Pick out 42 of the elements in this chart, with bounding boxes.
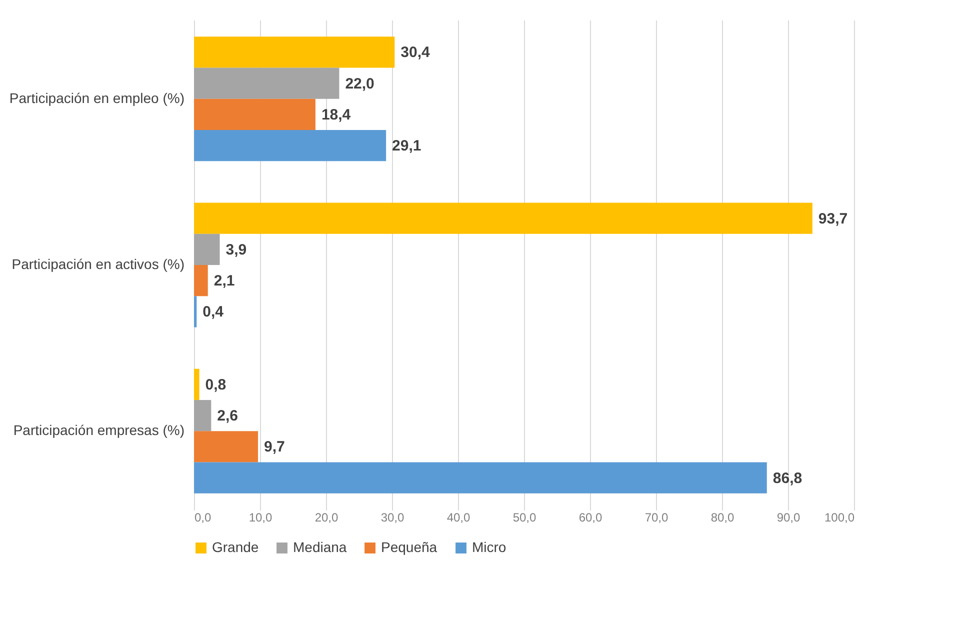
data-label: 29,1: [392, 138, 422, 155]
x-tick-label: 10,0: [248, 510, 272, 524]
data-label: 22,0: [345, 75, 374, 92]
bar: [194, 400, 212, 432]
legend-label: Pequeña: [381, 539, 438, 555]
legend-label: Micro: [472, 539, 506, 555]
bar: [194, 130, 386, 162]
legend-label: Mediana: [293, 539, 347, 555]
x-tick-label: 20,0: [314, 510, 338, 524]
bar: [194, 234, 220, 265]
legend-label: Grande: [212, 539, 259, 555]
bar: [194, 462, 767, 494]
x-tick-label: 100,0: [824, 510, 855, 524]
x-tick-label: 90,0: [776, 510, 800, 524]
bar: [194, 36, 395, 68]
data-label: 0,8: [205, 376, 226, 394]
x-tick-label: 50,0: [512, 510, 536, 524]
data-label: 93,7: [818, 210, 848, 228]
data-label: 9,7: [264, 438, 285, 456]
data-label: 2,1: [214, 272, 235, 290]
data-label: 18,4: [321, 106, 352, 124]
x-tick-label: 40,0: [446, 510, 470, 524]
data-label: 86,8: [772, 470, 802, 487]
x-tick-label: 0,0: [194, 510, 212, 524]
bar: [194, 265, 208, 296]
x-tick-label: 30,0: [380, 510, 404, 524]
x-tick-label: 80,0: [710, 510, 734, 524]
x-tick-label: 70,0: [644, 510, 668, 524]
bar: [194, 368, 200, 400]
data-label: 0,4: [202, 304, 224, 321]
bar: [194, 296, 197, 328]
bar: [194, 431, 258, 462]
y-tick-label: Participación en activos (%): [12, 256, 184, 272]
data-label: 2,6: [217, 408, 238, 425]
x-tick-label: 60,0: [578, 510, 602, 524]
y-tick-label: Participación en empleo (%): [9, 90, 184, 106]
bar: [194, 68, 340, 99]
bar: [194, 202, 812, 234]
bar: [194, 98, 316, 130]
data-label: 30,4: [400, 44, 430, 62]
y-tick-label: Participación empresas (%): [13, 422, 184, 438]
data-label: 3,9: [226, 241, 247, 258]
